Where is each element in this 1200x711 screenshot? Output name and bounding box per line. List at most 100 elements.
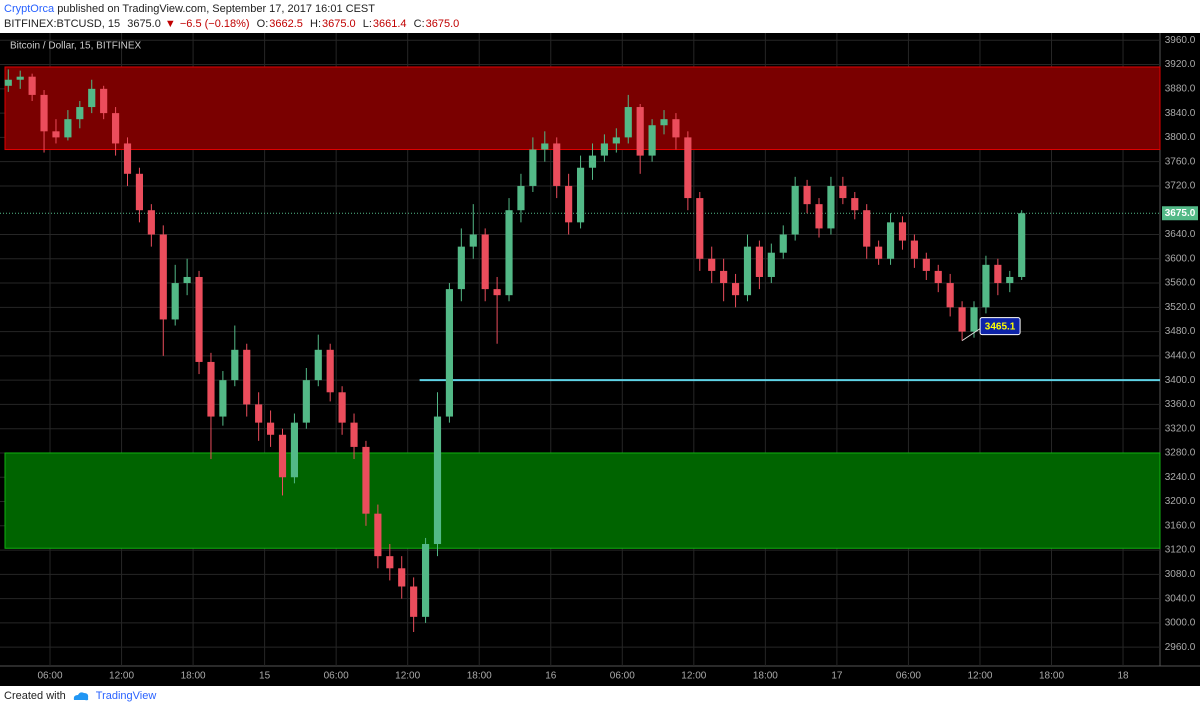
candle-body xyxy=(350,422,358,447)
candle-body xyxy=(100,88,108,114)
candle-body xyxy=(410,586,418,617)
candle-body xyxy=(28,76,36,95)
candle-body xyxy=(374,513,382,557)
candle-body xyxy=(982,264,990,308)
publish-line: CryptOrca published on TradingView.com, … xyxy=(4,2,463,17)
y-tick-label: 3840.0 xyxy=(1165,108,1196,119)
candle-body xyxy=(123,143,132,174)
change: −6.5 (−0.18%) xyxy=(179,18,250,30)
candle-body xyxy=(433,416,442,545)
y-tick-label: 3600.0 xyxy=(1165,253,1196,264)
candle-body xyxy=(183,276,191,284)
x-tick-label: 12:00 xyxy=(967,671,992,682)
candle-body xyxy=(16,76,24,80)
y-tick-label: 3560.0 xyxy=(1165,278,1196,289)
y-tick-label: 3800.0 xyxy=(1165,132,1196,143)
candle-body xyxy=(767,252,775,277)
y-tick-label: 3720.0 xyxy=(1165,181,1196,192)
candle-body xyxy=(815,204,823,229)
candle-body xyxy=(207,361,215,417)
candle-body xyxy=(600,143,608,156)
x-tick-label: 18 xyxy=(1117,671,1129,682)
x-tick-label: 06:00 xyxy=(896,671,921,682)
x-tick-label: 12:00 xyxy=(395,671,420,682)
x-tick-label: 15 xyxy=(259,671,271,682)
candle-body xyxy=(398,568,406,587)
candle-body xyxy=(696,198,704,259)
annotation-label: 3465.1 xyxy=(985,321,1016,332)
candle-body xyxy=(922,258,930,271)
symbol: BITFINEX:BTCUSD, 15 xyxy=(4,18,121,30)
candle-body xyxy=(159,234,167,320)
candle-body xyxy=(541,143,549,150)
candle-body xyxy=(731,283,740,296)
chart-title: Bitcoin / Dollar, 15, BITFINEX xyxy=(10,41,141,52)
candle-body xyxy=(827,185,835,229)
x-tick-label: 18:00 xyxy=(1039,671,1064,682)
last: 3675.0 xyxy=(127,18,161,30)
y-tick-label: 3120.0 xyxy=(1165,545,1196,556)
candle-body xyxy=(648,125,656,156)
k1: H: xyxy=(310,18,321,30)
candle-body xyxy=(720,270,728,284)
candle-body xyxy=(529,149,537,186)
y-tick-label: 3280.0 xyxy=(1165,448,1196,459)
footer: Created with TradingView xyxy=(4,690,156,702)
created: Created with xyxy=(4,690,66,702)
annotation-pointer xyxy=(961,328,981,342)
k2: L: xyxy=(362,18,372,30)
x-tick-label: 06:00 xyxy=(37,671,62,682)
y-tick-label: 3640.0 xyxy=(1165,229,1196,240)
x-tick-label: 06:00 xyxy=(610,671,635,682)
last-price-tag xyxy=(1162,206,1198,221)
x-tick-label: 06:00 xyxy=(324,671,349,682)
v3: 3675.0 xyxy=(425,18,460,30)
candle-body xyxy=(219,380,227,417)
candle-body xyxy=(886,222,895,259)
candle-body xyxy=(636,107,644,156)
y-tick-label: 3000.0 xyxy=(1165,618,1196,629)
candle-body xyxy=(421,544,430,617)
author[interactable]: CryptOrca xyxy=(4,3,55,15)
candle-body xyxy=(290,422,298,478)
y-tick-label: 3400.0 xyxy=(1165,375,1196,386)
candle-body xyxy=(278,434,287,478)
brand[interactable]: TradingView xyxy=(95,690,157,702)
candle-body xyxy=(934,270,942,284)
candle-body xyxy=(88,88,96,108)
candle-body xyxy=(576,167,585,223)
candle-body xyxy=(171,283,179,320)
y-tick-label: 3760.0 xyxy=(1165,156,1196,167)
y-tick-label: 3440.0 xyxy=(1165,351,1196,362)
candle-body xyxy=(386,556,394,569)
candle-body xyxy=(52,131,60,138)
candle-body xyxy=(64,119,72,138)
y-tick-label: 3880.0 xyxy=(1165,83,1196,94)
candle-body xyxy=(803,185,811,205)
candle-body xyxy=(684,137,692,199)
k0: O: xyxy=(256,18,269,30)
y-tick-label: 3920.0 xyxy=(1165,59,1196,70)
x-tick-label: 18:00 xyxy=(467,671,492,682)
x-tick-label: 18:00 xyxy=(181,671,206,682)
y-tick-label: 3480.0 xyxy=(1165,326,1196,337)
x-tick-label: 18:00 xyxy=(753,671,778,682)
zone xyxy=(4,452,1161,549)
candle-body xyxy=(362,446,370,514)
candle-body xyxy=(672,119,680,138)
candle-body xyxy=(4,79,12,86)
candle-body xyxy=(481,234,489,290)
candle-body xyxy=(266,422,275,435)
candle-body xyxy=(910,240,918,259)
annotation-box xyxy=(979,317,1021,336)
y-tick-label: 3200.0 xyxy=(1165,496,1196,507)
candle-body xyxy=(791,185,799,235)
candle-body xyxy=(255,404,263,423)
candle-body xyxy=(588,155,597,168)
y-tick-label: 3960.0 xyxy=(1165,35,1196,46)
candle-body xyxy=(994,264,1002,284)
y-tick-label: 2960.0 xyxy=(1165,642,1196,653)
candle-body xyxy=(958,307,966,332)
candle-body xyxy=(326,349,334,393)
